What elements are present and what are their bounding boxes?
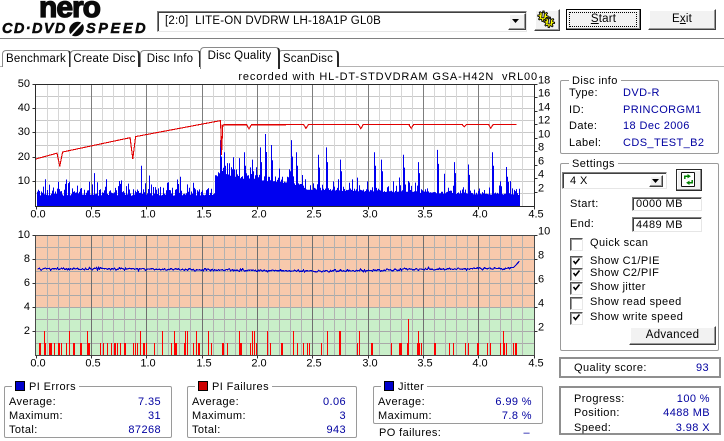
svg-text:10: 10 <box>18 229 30 241</box>
svg-text:10: 10 <box>538 226 550 238</box>
svg-text:16: 16 <box>538 88 550 100</box>
svg-text:0.5: 0.5 <box>85 358 100 370</box>
svg-text:14: 14 <box>538 102 550 114</box>
svg-text:2: 2 <box>538 183 544 195</box>
svg-text:4.0: 4.0 <box>472 209 487 221</box>
svg-text:18: 18 <box>538 75 550 87</box>
svg-text:40: 40 <box>18 102 30 114</box>
svg-text:0.5: 0.5 <box>85 209 100 221</box>
svg-text:2.5: 2.5 <box>306 209 321 221</box>
svg-text:3.0: 3.0 <box>362 358 377 370</box>
svg-text:0.0: 0.0 <box>30 358 45 370</box>
svg-text:recorded with HL-DT-STDVDRAM G: recorded with HL-DT-STDVDRAM GSA-H42N vR… <box>238 71 538 83</box>
svg-text:10: 10 <box>538 129 550 141</box>
svg-text:2.0: 2.0 <box>251 209 266 221</box>
svg-text:4: 4 <box>24 301 30 313</box>
svg-text:3.5: 3.5 <box>417 358 432 370</box>
svg-text:2: 2 <box>538 322 544 334</box>
svg-text:20: 20 <box>18 151 30 163</box>
svg-text:2.5: 2.5 <box>306 358 321 370</box>
svg-text:1.0: 1.0 <box>140 358 155 370</box>
svg-text:4.5: 4.5 <box>528 209 543 221</box>
svg-text:1.0: 1.0 <box>140 209 155 221</box>
svg-text:1.5: 1.5 <box>196 209 211 221</box>
svg-text:4.5: 4.5 <box>528 358 543 370</box>
svg-text:6: 6 <box>538 156 544 168</box>
svg-text:8: 8 <box>24 253 30 265</box>
svg-text:8: 8 <box>538 250 544 262</box>
svg-text:10: 10 <box>18 175 30 187</box>
svg-text:2: 2 <box>24 325 30 337</box>
svg-text:4: 4 <box>538 169 544 181</box>
svg-text:50: 50 <box>18 78 30 90</box>
svg-text:12: 12 <box>538 115 550 127</box>
svg-text:4: 4 <box>538 298 544 310</box>
svg-text:4.0: 4.0 <box>472 358 487 370</box>
svg-text:6: 6 <box>538 274 544 286</box>
svg-text:0.0: 0.0 <box>30 209 45 221</box>
svg-text:30: 30 <box>18 126 30 138</box>
svg-text:3.0: 3.0 <box>362 209 377 221</box>
svg-text:2.0: 2.0 <box>251 358 266 370</box>
svg-text:8: 8 <box>538 142 544 154</box>
svg-text:1.5: 1.5 <box>196 358 211 370</box>
svg-text:6: 6 <box>24 277 30 289</box>
svg-text:3.5: 3.5 <box>417 209 432 221</box>
